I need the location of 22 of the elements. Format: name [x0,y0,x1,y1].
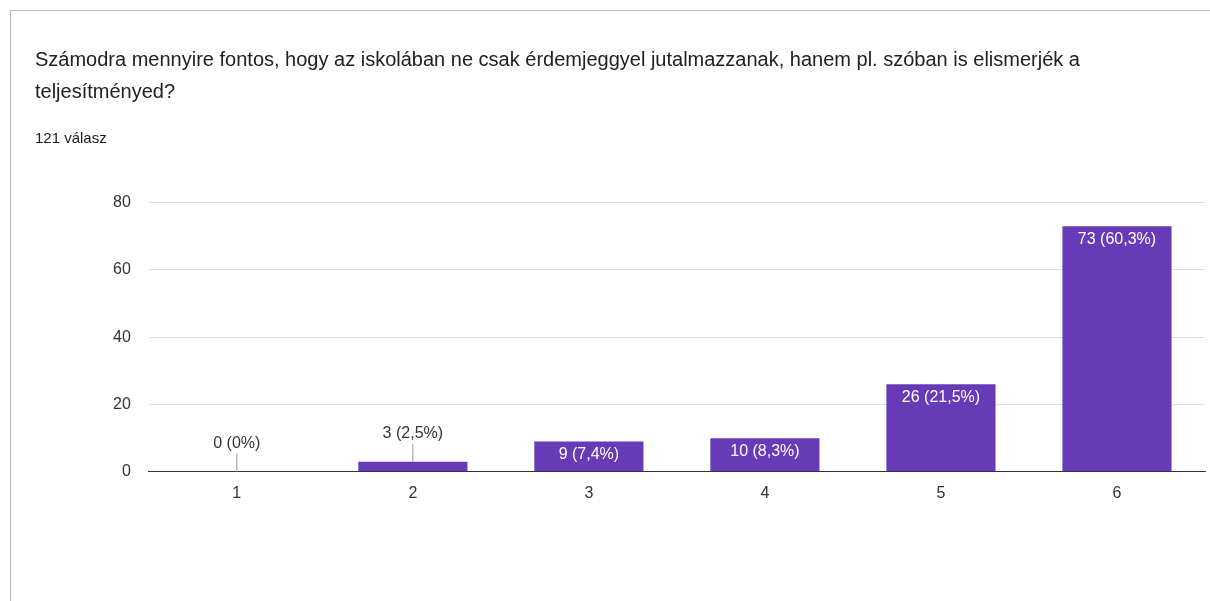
chart-subtitle: 121 válasz [35,129,107,146]
bar [1062,226,1172,472]
x-tick-label: 5 [936,483,946,501]
bar [358,461,468,472]
y-tick-label: 40 [113,327,131,345]
bar [886,384,996,472]
x-tick-label: 6 [1112,483,1122,501]
data-label: 73 (60,3%) [1077,229,1157,247]
y-tick-label: 0 [121,462,131,480]
x-tick-label: 1 [232,483,242,501]
data-label: 9 (7,4%) [558,444,620,462]
data-label: 0 (0%) [213,434,261,452]
data-label: 10 (8,3%) [730,441,800,459]
y-tick-label: 80 [113,193,131,211]
data-label: 3 (2,5%) [382,424,444,442]
y-tick-label: 60 [113,260,131,278]
y-tick-label: 20 [113,394,131,412]
data-label: 26 (21,5%) [901,387,981,405]
x-tick-label: 3 [584,483,594,501]
chart-title: Számodra mennyire fontos, hogy az iskolában ne csak érdemjeggyel jutalmazzanak, hanem pl. szóban is elismerjék a teljesítményed? [35,47,1081,104]
x-tick-label: 4 [760,483,770,501]
x-tick-label: 2 [408,483,418,501]
